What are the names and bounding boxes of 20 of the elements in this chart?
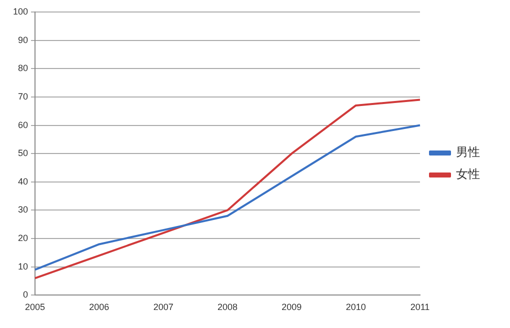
x-tick-label: 2007: [153, 302, 174, 312]
x-tick-label: 2006: [89, 302, 110, 312]
y-tick-label: 90: [18, 34, 28, 45]
x-tick-label: 2009: [282, 302, 302, 312]
y-tick-label: 80: [18, 63, 28, 74]
y-tick-label: 70: [18, 91, 28, 102]
x-tick-label: 2010: [346, 302, 366, 312]
legend-label: 男性: [456, 145, 480, 160]
y-tick-label: 60: [18, 120, 28, 130]
y-tick-label: 100: [12, 6, 28, 16]
legend-label: 女性: [456, 167, 480, 182]
x-tick-label: 2011: [410, 302, 430, 312]
y-tick-label: 20: [18, 233, 28, 244]
x-tick-label: 2005: [25, 302, 46, 312]
y-tick-label: 30: [18, 204, 28, 215]
x-tick-label: 2008: [217, 302, 238, 312]
y-tick-label: 40: [18, 176, 28, 186]
y-tick-label: 10: [18, 261, 28, 272]
y-tick-label: 0: [23, 290, 28, 300]
y-tick-label: 50: [18, 148, 28, 158]
